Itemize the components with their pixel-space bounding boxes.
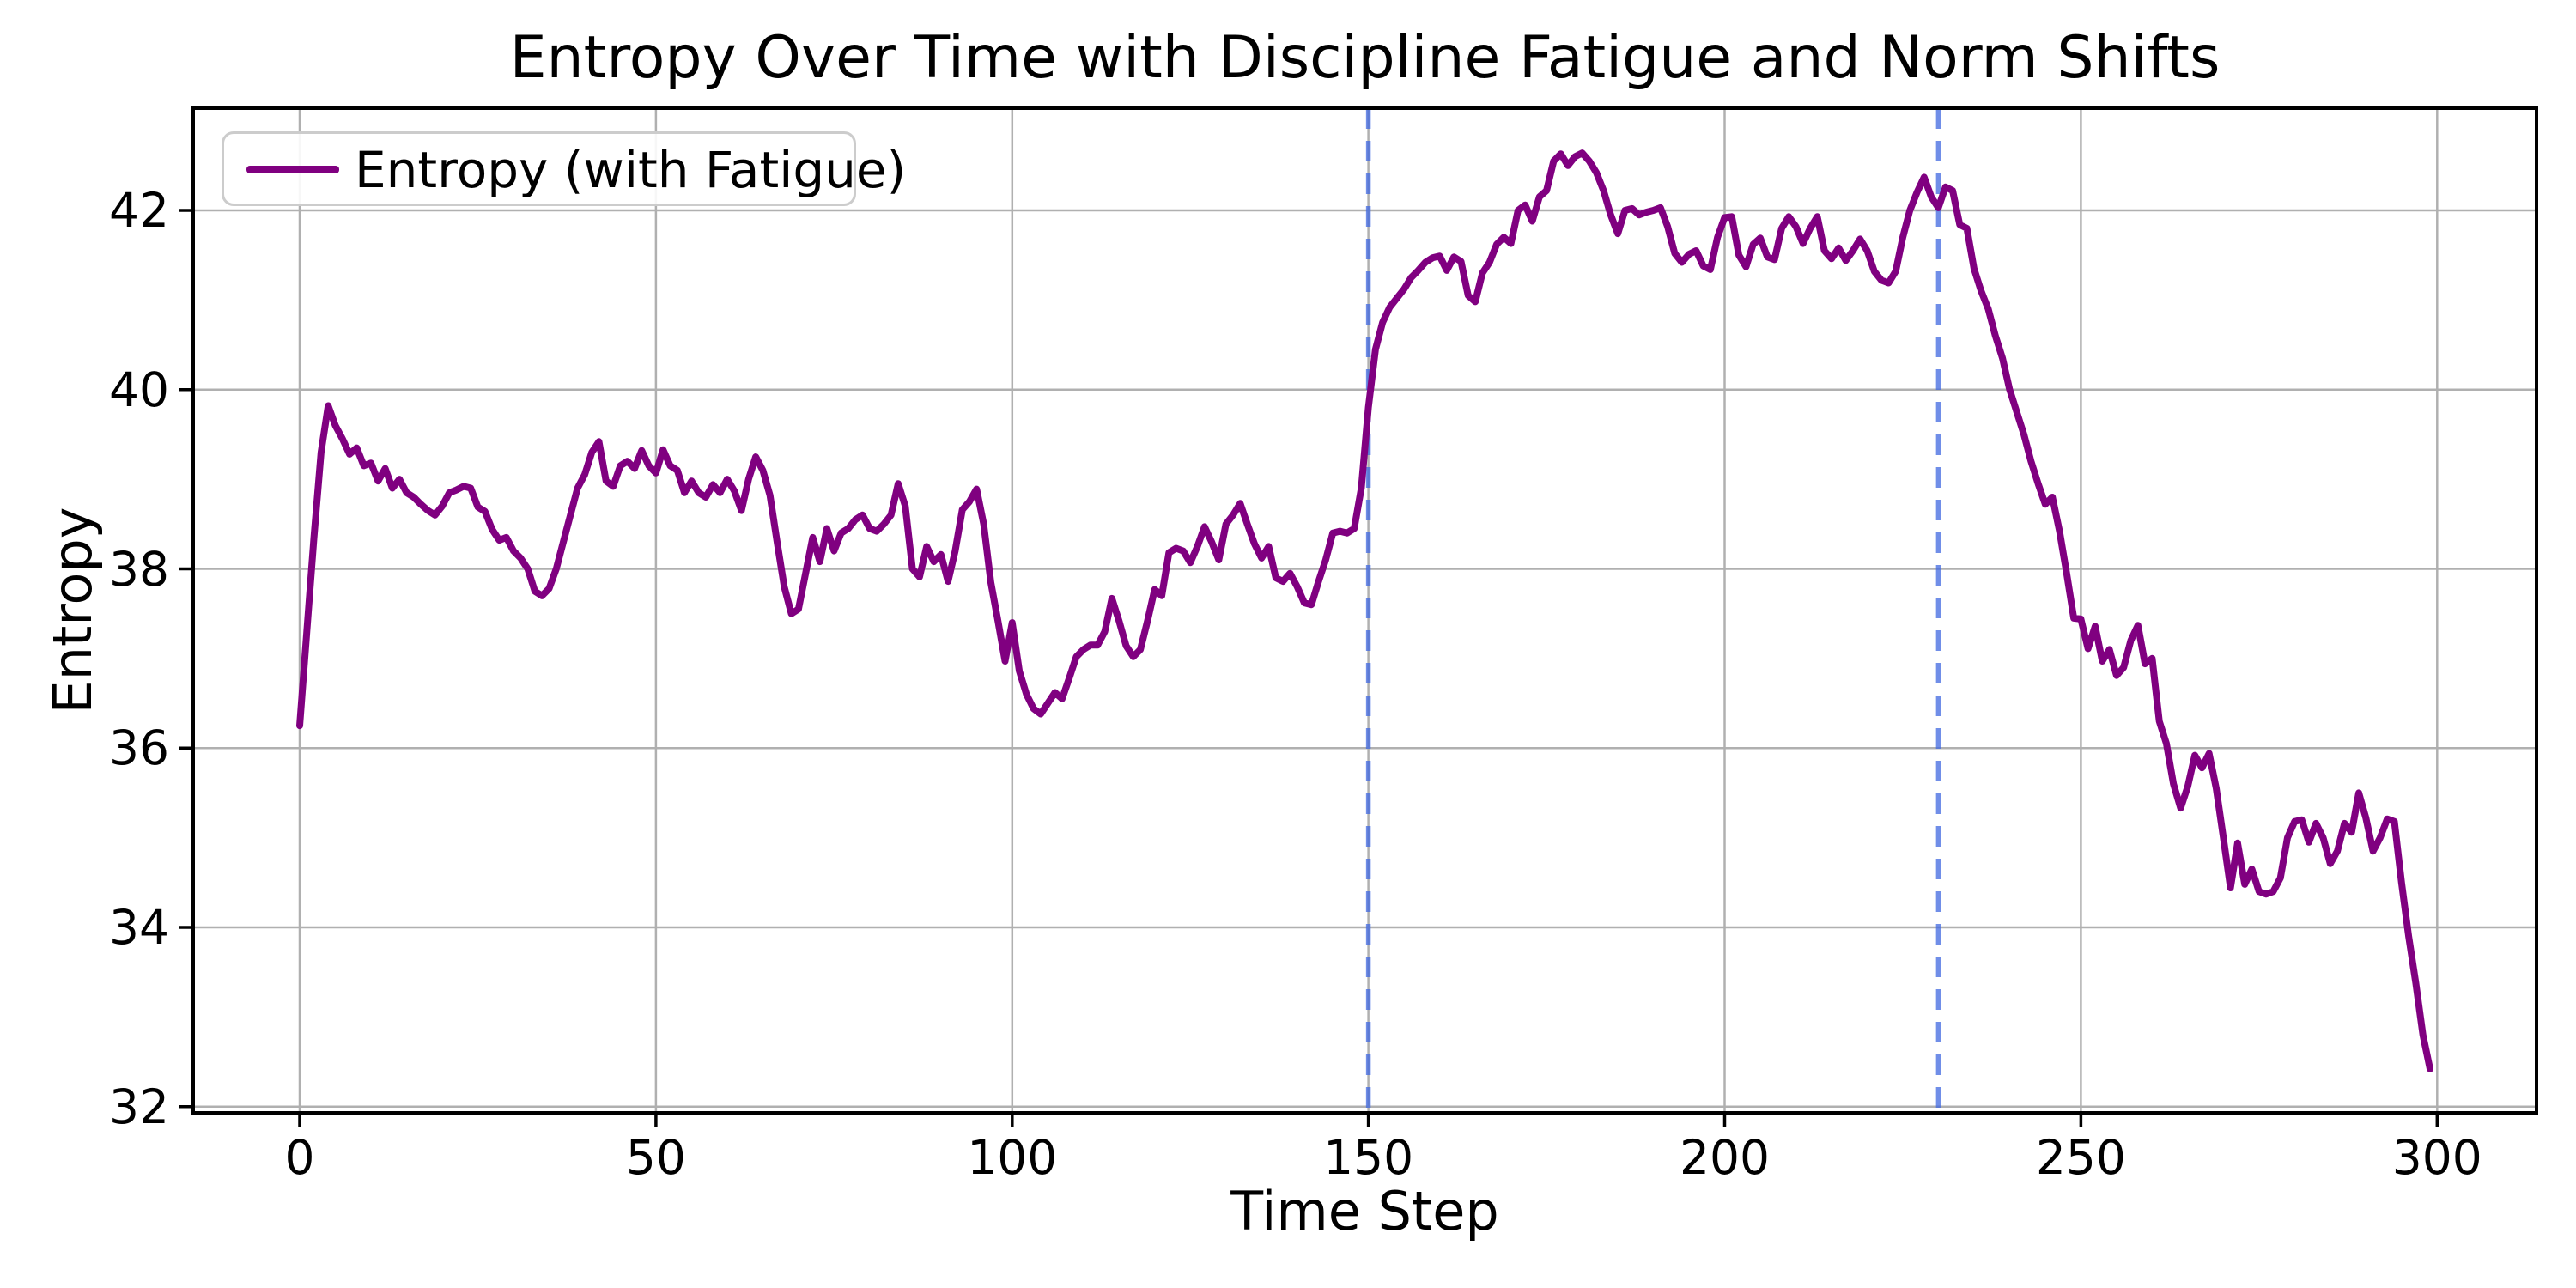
- x-tick-label: 150: [1323, 1130, 1414, 1185]
- x-tick-label: 250: [2035, 1130, 2126, 1185]
- y-tick-label: 36: [109, 720, 169, 775]
- legend: Entropy (with Fatigue): [222, 131, 906, 206]
- plot-frame: [191, 106, 2538, 1115]
- y-tick-label: 32: [109, 1078, 169, 1134]
- legend-line-swatch: [246, 166, 339, 173]
- legend-label: Entropy (with Fatigue): [355, 141, 907, 199]
- y-tick-label: 42: [109, 182, 169, 238]
- entropy-line: [296, 149, 2433, 1072]
- chart-title: Entropy Over Time with Discipline Fatigu…: [509, 24, 2221, 92]
- x-tick-label: 50: [625, 1130, 686, 1185]
- x-axis-label: Time Step: [1230, 1180, 1499, 1242]
- y-axis-label: Entropy: [41, 507, 104, 714]
- x-tick-label: 100: [967, 1130, 1058, 1185]
- x-tick-label: 0: [284, 1130, 315, 1185]
- x-tick-label: 200: [1680, 1130, 1770, 1185]
- y-tick-label: 38: [109, 541, 169, 597]
- x-tick-label: 300: [2391, 1130, 2482, 1185]
- y-tick-label: 40: [109, 361, 169, 417]
- y-tick-label: 34: [109, 899, 169, 955]
